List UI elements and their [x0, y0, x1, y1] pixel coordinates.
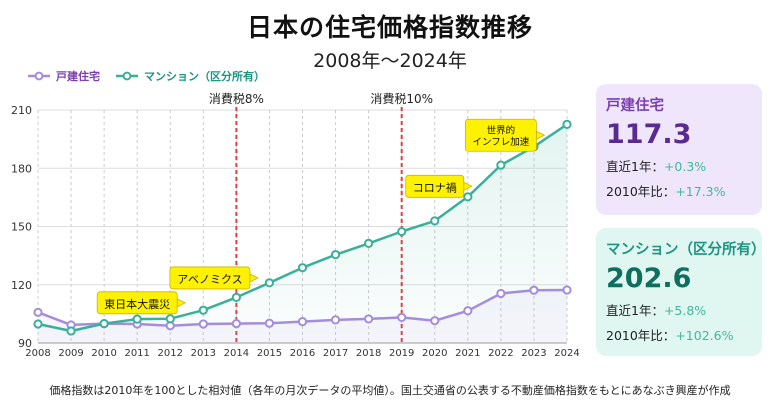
house-card-row-2010: 2010年比：+17.3% — [606, 181, 752, 200]
house-summary-card: 戸建住宅 117.3 直近1年：+0.3% 2010年比：+17.3% — [596, 84, 762, 215]
x-tick-label: 2018 — [356, 348, 381, 359]
mansion-data-point — [132, 314, 142, 324]
mansion-yoy-label: 直近1年： — [606, 303, 664, 318]
callout-text: インフレ加速 — [473, 137, 530, 148]
x-tick-label: 2017 — [323, 348, 348, 359]
mansion-2010-value: +102.6% — [675, 328, 734, 343]
mansion-data-point — [198, 305, 208, 315]
mansion-data-point — [397, 226, 407, 237]
house-data-point — [364, 314, 374, 324]
x-tick-label: 2012 — [158, 348, 183, 359]
event-callout: コロナ禍 — [405, 174, 473, 198]
event-callout: 東日本大震災 — [96, 291, 187, 315]
legend-marker — [122, 71, 132, 81]
callout-box — [169, 266, 251, 290]
callout-text: 世界的 — [487, 125, 516, 137]
mansion-summary-card: マンション（区分所有） 202.6 直近1年：+5.8% 2010年比：+102… — [596, 228, 766, 356]
house-yoy-value: +0.3% — [663, 159, 707, 174]
y-tick-label: 210 — [11, 104, 32, 117]
house-data-point — [33, 307, 43, 317]
house-card-value: 117.3 — [606, 119, 692, 150]
x-tick-label: 2015 — [257, 348, 282, 359]
house-card-row-yoy: 直近1年：+0.3% — [606, 156, 752, 175]
mansion-data-point — [165, 314, 175, 324]
mansion-card-title: マンション（区分所有） — [606, 242, 766, 258]
house-data-point — [330, 315, 341, 325]
house-data-point — [529, 285, 539, 295]
mansion-data-point — [99, 318, 109, 329]
mansion-data-point — [562, 119, 572, 129]
y-tick-label: 150 — [11, 221, 32, 234]
house-data-point — [430, 316, 440, 326]
tax-event-label: 消費税10% — [370, 91, 433, 106]
mansion-area-fill — [38, 124, 567, 344]
x-tick-label: 2011 — [124, 348, 149, 359]
house-data-point — [198, 319, 208, 329]
event-callout: アベノミクス — [169, 266, 259, 290]
x-tick-label: 2008 — [25, 348, 50, 359]
house-card-title: 戸建住宅 — [606, 98, 664, 114]
mansion-data-point — [297, 263, 308, 273]
house-data-point — [463, 306, 473, 316]
callout-pointer — [535, 130, 546, 140]
house-data-point — [297, 317, 308, 327]
house-data-point — [397, 312, 407, 322]
mansion-data-point — [463, 192, 473, 202]
mansion-data-point — [330, 250, 341, 260]
callout-box — [96, 291, 178, 315]
mansion-card-row-yoy: 直近1年：+5.8% — [606, 300, 752, 319]
x-tick-label: 2021 — [455, 348, 480, 359]
mansion-data-point — [33, 319, 43, 329]
x-tick-label: 2013 — [191, 348, 216, 359]
x-tick-label: 2020 — [422, 348, 447, 359]
mansion-data-point — [430, 216, 440, 226]
mansion-card-row-2010: 2010年比：+102.6% — [606, 325, 752, 344]
house-2010-label: 2010年比： — [606, 184, 676, 199]
legend-marker — [34, 71, 44, 81]
x-tick-label: 2009 — [58, 348, 83, 359]
mansion-card-value: 202.6 — [606, 263, 692, 294]
legend-label: 戸建住宅 — [56, 69, 100, 83]
x-tick-label: 2010 — [91, 348, 116, 359]
mansion-data-point — [66, 326, 76, 336]
legend-label: マンション（区分所有） — [144, 69, 265, 83]
mansion-yoy-value: +5.8% — [663, 303, 707, 318]
y-tick-label: 180 — [11, 162, 32, 175]
x-tick-label: 2023 — [521, 348, 546, 359]
mansion-data-point — [364, 238, 374, 248]
x-tick-label: 2014 — [224, 348, 249, 359]
mansion-data-point — [264, 278, 275, 288]
callout-text: コロナ禍 — [413, 180, 457, 194]
callout-box — [405, 174, 465, 198]
house-data-point — [496, 288, 506, 299]
house-data-point — [562, 285, 572, 295]
callout-text: 東日本大震災 — [104, 297, 170, 311]
x-tick-label: 2022 — [488, 348, 513, 359]
house-data-point — [231, 318, 241, 329]
callout-pointer — [176, 298, 187, 308]
callout-text: アベノミクス — [177, 273, 242, 286]
mansion-2010-label: 2010年比： — [606, 328, 676, 343]
callout-pointer — [249, 273, 259, 283]
callout-box — [464, 118, 537, 152]
house-data-point — [264, 318, 275, 328]
y-tick-label: 120 — [11, 279, 32, 292]
mansion-data-point — [231, 292, 241, 302]
x-tick-label: 2024 — [554, 348, 579, 359]
chart-subtitle: 2008年〜2024年 — [313, 50, 467, 72]
house-2010-value: +17.3% — [675, 184, 726, 199]
mansion-data-point — [496, 160, 506, 170]
footnote: 価格指数は2010年を100とした相対値（各年の月次データの平均値）。国土交通省… — [49, 384, 731, 397]
x-tick-label: 2016 — [290, 348, 315, 359]
x-tick-label: 2019 — [389, 348, 414, 359]
tax-event-label: 消費税8% — [209, 91, 264, 106]
house-yoy-label: 直近1年： — [606, 159, 664, 174]
y-tick-label: 90 — [18, 337, 32, 350]
chart-title: 日本の住宅価格指数推移 — [246, 13, 533, 42]
